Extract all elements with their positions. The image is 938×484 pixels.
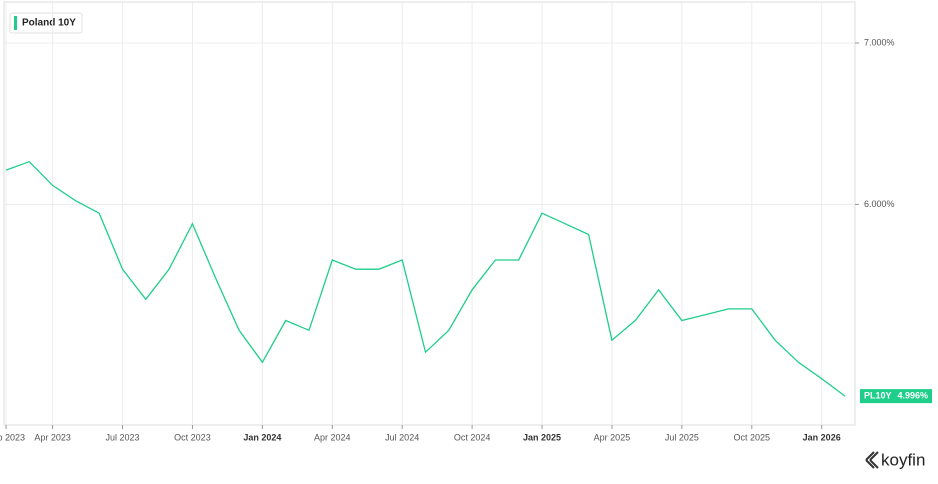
x-tick-label: Oct 2023 (174, 432, 211, 442)
x-tick-label: Oct 2025 (734, 432, 771, 442)
y-tick-label: 6.000% (864, 199, 895, 209)
x-tick-label: Jul 2024 (385, 432, 419, 442)
x-tick-label: Apr 2025 (594, 432, 631, 442)
x-tick-label: Jan 2026 (803, 432, 841, 442)
legend-swatch (14, 16, 17, 30)
badge-bg (860, 389, 932, 404)
x-tick-label: Jul 2025 (665, 432, 699, 442)
x-tick-label: Apr 2024 (314, 432, 351, 442)
x-tick-label: Feb 2023 (0, 432, 25, 442)
koyfin-logo: koyfin (865, 450, 925, 469)
plot-frame (3, 1, 856, 426)
series-line (5, 160, 846, 397)
last-value-badge: PL10Y 4.996% (860, 389, 932, 404)
y-tick-label: 7.000% (864, 37, 895, 47)
badge-name: PL10Y (864, 390, 892, 400)
x-tick-label: Jan 2025 (523, 432, 561, 442)
x-tick-label: Jan 2024 (243, 432, 281, 442)
logo-text: koyfin (881, 450, 925, 469)
badge-value: 4.996% (897, 390, 928, 400)
logo-icon (865, 451, 879, 469)
x-tick-label: Apr 2023 (34, 432, 71, 442)
legend-box (9, 12, 83, 34)
legend-label: Poland 10Y (22, 18, 76, 29)
x-tick-label: Oct 2024 (454, 432, 491, 442)
x-tick-label: Jul 2023 (106, 432, 140, 442)
